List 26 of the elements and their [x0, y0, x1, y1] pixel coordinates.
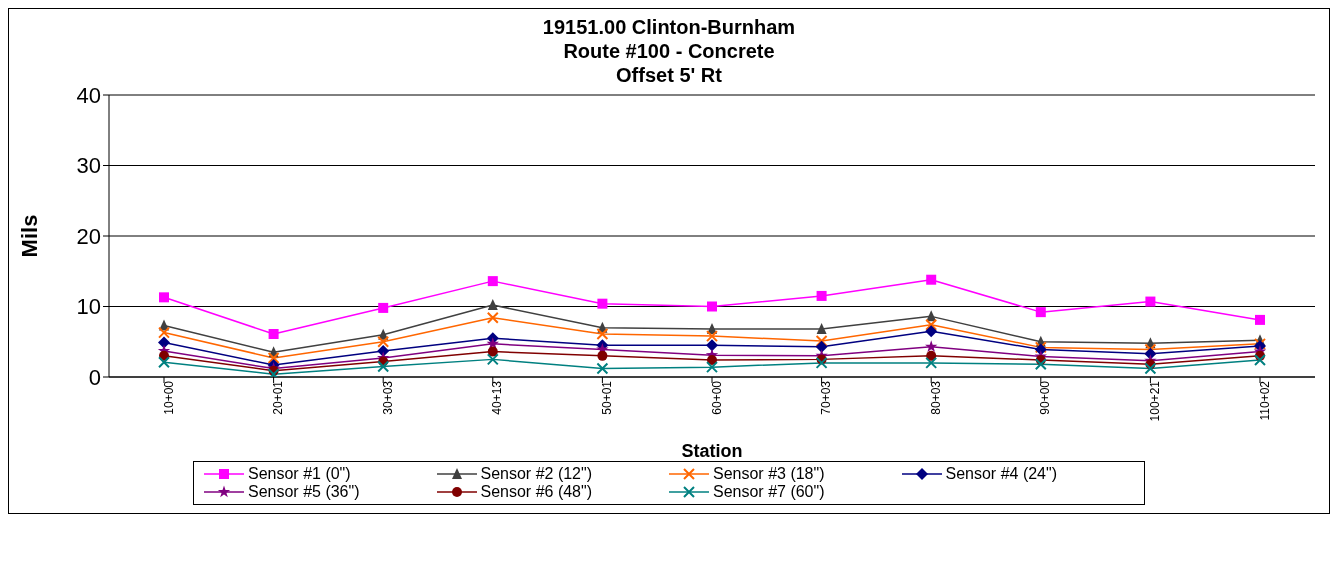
x-tick-label: 60+00	[709, 380, 724, 415]
y-tick-label: 20	[76, 223, 101, 249]
x-tick-label: 90+00	[1038, 380, 1053, 415]
x-tick-label: 20+01	[271, 380, 286, 415]
x-tick-label: 30+03	[380, 380, 395, 415]
y-tick-label: 0	[88, 364, 101, 390]
y-tick-label: 40	[76, 82, 101, 108]
legend-label: Sensor #5 (36")	[248, 483, 360, 501]
legend-label: Sensor #4 (24")	[945, 465, 1058, 483]
legend-label: Sensor #2 (12")	[480, 465, 593, 483]
x-tick-label: 70+03	[819, 380, 834, 415]
x-tick-label: 100+21	[1147, 380, 1162, 422]
y-tick-label: 30	[76, 153, 101, 179]
y-axis-title: Mils	[16, 214, 42, 258]
legend-label: Sensor #3 (18")	[713, 465, 825, 483]
y-tick-label: 10	[76, 294, 101, 320]
legend-label: Sensor #6 (48")	[480, 483, 593, 501]
legend-label: Sensor #1 (0")	[248, 465, 351, 483]
x-tick-label: 10+00	[161, 380, 176, 415]
x-tick-label: 110+02	[1257, 380, 1272, 421]
x-tick-label: 40+13	[490, 380, 505, 415]
legend-label: Sensor #7 (60")	[713, 483, 825, 501]
x-axis-title: Station	[681, 441, 743, 461]
x-tick-label: 80+03	[928, 380, 943, 415]
x-tick-label: 50+01	[599, 380, 614, 415]
chart-title: 19151.00 Clinton-Burnham Route #100 - Concrete Offset 5' Rt	[541, 15, 797, 86]
